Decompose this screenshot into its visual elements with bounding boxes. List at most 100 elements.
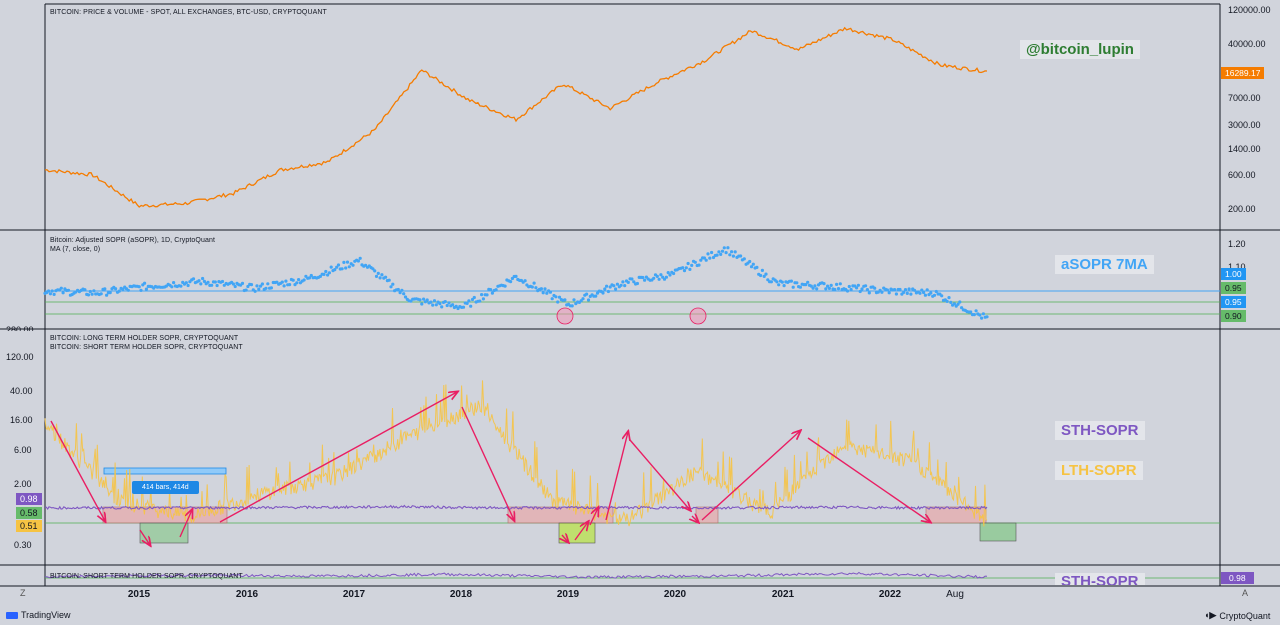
asopr-circle-2018 (556, 307, 574, 325)
asopr-point (945, 299, 949, 303)
asopr-point (117, 289, 121, 293)
asopr-point (684, 266, 688, 270)
sth2-last-tag: 0.98 (1221, 572, 1254, 584)
asopr-point (789, 279, 794, 283)
price-series (44, 26, 988, 208)
asopr-point (668, 273, 672, 277)
asopr-point (860, 287, 864, 291)
asopr-point (893, 288, 897, 292)
asopr-point (922, 290, 926, 295)
arrow-5 (461, 406, 514, 520)
asopr-point (52, 292, 56, 296)
asopr-point (344, 266, 348, 270)
asopr-point (864, 284, 868, 288)
asopr-point (615, 282, 620, 286)
asopr-point (340, 267, 344, 271)
asopr-point (422, 297, 426, 301)
asopr-point (749, 265, 754, 269)
asopr-point (795, 281, 799, 285)
asopr-level-tag: 0.90 (1221, 310, 1246, 322)
asopr-point (534, 286, 538, 290)
sth2-pane-title: BITCOIN: SHORT TERM HOLDER SOPR, CRYPTOQ… (50, 573, 243, 580)
asopr-point (465, 301, 469, 305)
measure-bar[interactable] (103, 467, 227, 475)
asopr-point (309, 273, 313, 278)
auto-scale-button[interactable]: A (1242, 588, 1249, 598)
asopr-level-tag: 1.00 (1221, 268, 1246, 280)
asopr-point (940, 294, 944, 298)
asopr-point (556, 300, 560, 304)
x-axis-tick: 2016 (235, 589, 259, 600)
asopr-point (539, 287, 544, 291)
asopr-point (855, 286, 859, 290)
asopr-point (144, 287, 148, 291)
x-axis-tick: 2019 (556, 589, 580, 600)
asopr-point (431, 303, 435, 307)
asopr-point (849, 287, 853, 292)
asopr-point (324, 269, 328, 274)
asopr-point (643, 278, 647, 282)
asopr-point (731, 254, 736, 258)
asopr-point (885, 288, 890, 292)
asopr-point (681, 266, 685, 270)
asopr-point (215, 283, 219, 288)
arrow-12 (701, 431, 800, 521)
asopr-point (284, 279, 288, 283)
asopr-point (503, 284, 507, 288)
asopr-point (748, 259, 752, 264)
asopr-point (461, 305, 466, 309)
asopr-ma-label: MA (7, close, 0) (50, 246, 101, 253)
arrow-6 (562, 535, 568, 542)
lth-pane-title: BITCOIN: LONG TERM HOLDER SOPR, CRYPTOQU… (50, 335, 239, 342)
asopr-point (780, 280, 784, 284)
zoom-z-button[interactable]: Z (20, 588, 26, 598)
arrow-8 (589, 508, 598, 526)
asopr-point (288, 283, 292, 287)
price-axis-tick: 1400.00 (1228, 144, 1261, 154)
asopr-point (66, 288, 71, 292)
asopr-point (585, 292, 589, 296)
lth-label: LTH-SOPR (1055, 461, 1143, 480)
asopr-point (373, 269, 377, 273)
asopr-point (249, 283, 254, 287)
asopr-point (960, 306, 964, 310)
asopr-point (978, 313, 982, 317)
asopr-point (490, 291, 494, 295)
asopr-point (220, 279, 225, 284)
asopr-point (389, 285, 393, 289)
asopr-point (391, 282, 395, 286)
asopr-point (554, 295, 558, 299)
asopr-point (702, 256, 707, 260)
x-axis-tick: 2018 (449, 589, 473, 600)
asopr-point (907, 287, 911, 291)
lth-axis-tick: 6.00 (14, 445, 32, 455)
asopr-point (445, 303, 449, 308)
asopr-point (184, 281, 188, 285)
asopr-point (909, 292, 913, 296)
sth2-sopr-series (44, 571, 988, 579)
asopr-point (635, 281, 640, 286)
asopr-point (50, 289, 54, 293)
asopr-point (764, 272, 768, 276)
asopr-point (318, 274, 322, 278)
asopr-point (472, 295, 476, 300)
asopr-point (345, 260, 350, 264)
asopr-point (384, 275, 388, 279)
asopr-point (387, 278, 391, 282)
asopr-point (186, 283, 190, 288)
asopr-point (791, 285, 795, 289)
asopr-point (335, 265, 339, 269)
asopr-point (623, 284, 627, 288)
asopr-point (601, 291, 605, 295)
asopr-point (824, 287, 828, 291)
asopr-point (244, 288, 248, 292)
asopr-point (949, 300, 953, 304)
asopr-point (291, 278, 295, 282)
asopr-point (543, 287, 547, 291)
asopr-point (206, 280, 210, 284)
asopr-point (586, 298, 591, 302)
lth-axis-tick: 16.00 (10, 415, 33, 425)
lth-axis-tick: 0.30 (14, 540, 32, 550)
asopr-point (548, 290, 553, 294)
